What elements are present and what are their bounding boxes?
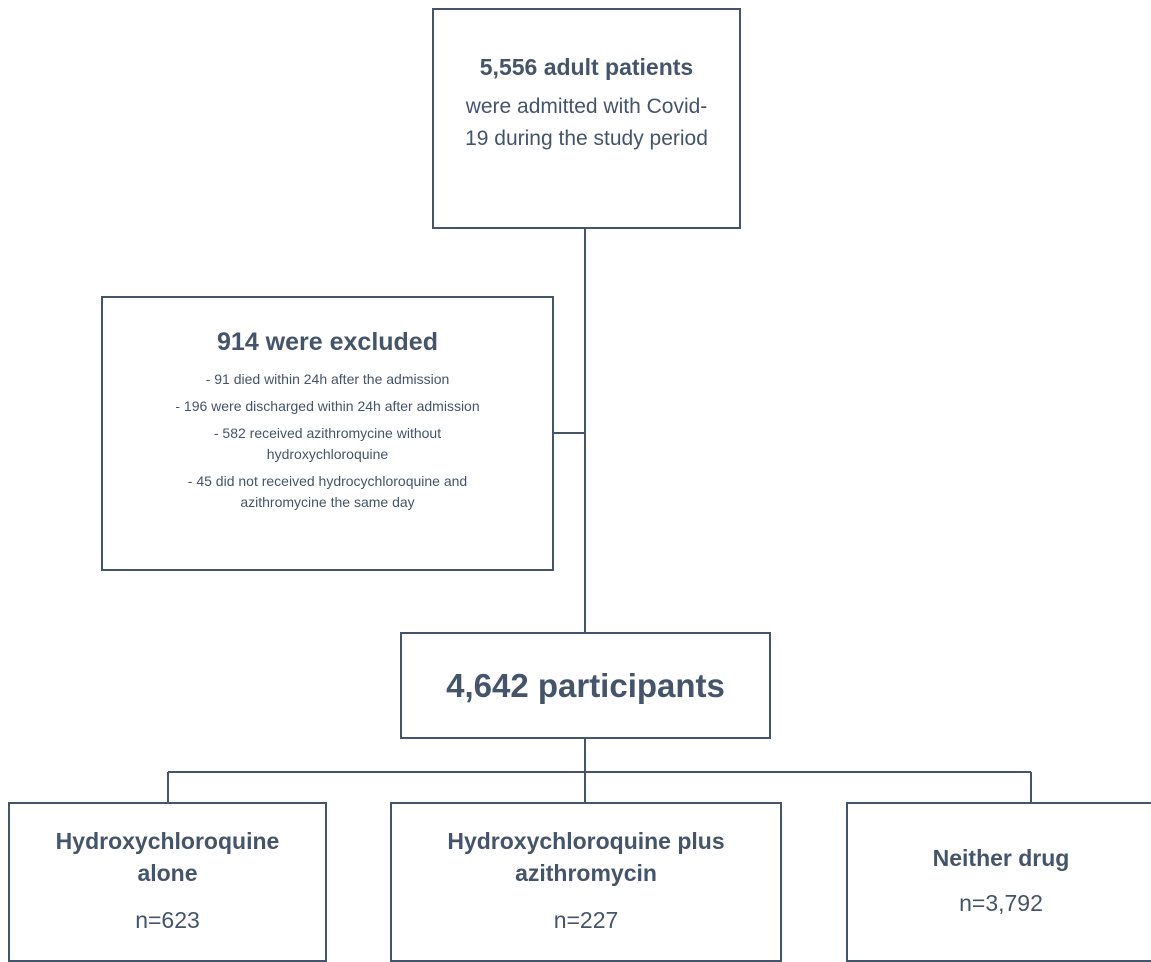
- box-text: n=227: [553, 907, 619, 933]
- box-title: Neither drug: [932, 845, 1070, 871]
- excluded-box: 914 were excluded - 91 died within 24h a…: [101, 296, 554, 571]
- exclusion-item: - 45 did not received hydrocychloroquine…: [187, 473, 468, 510]
- box-title: 5,556 adult patients: [479, 54, 694, 80]
- box-title: 914 were excluded: [217, 328, 438, 356]
- participants-box: 4,642 participants: [400, 632, 771, 739]
- box-title: Hydroxychloroquine plus azithromycin: [447, 828, 725, 886]
- group-box: Neither drug n=3,792: [846, 802, 1151, 962]
- exclusion-item: - 91 died within 24h after the admission: [205, 371, 450, 387]
- exclusion-item: - 582 received azithromycine without hyd…: [213, 425, 442, 462]
- box-text: n=623: [135, 907, 200, 933]
- box-text: n=3,792: [959, 890, 1043, 916]
- group-box: Hydroxychloroquine plus azithromycin n=2…: [390, 802, 782, 962]
- box-title: 4,642 participants: [446, 666, 725, 704]
- group-box: Hydroxychloroquine alone n=623: [8, 802, 327, 962]
- admitted-box: 5,556 adult patients were admitted with …: [432, 8, 741, 229]
- exclusion-item: - 196 were discharged within 24h after a…: [175, 398, 480, 414]
- box-title: Hydroxychloroquine alone: [55, 828, 280, 886]
- box-text: were admitted with Covid-19 during the s…: [465, 95, 708, 150]
